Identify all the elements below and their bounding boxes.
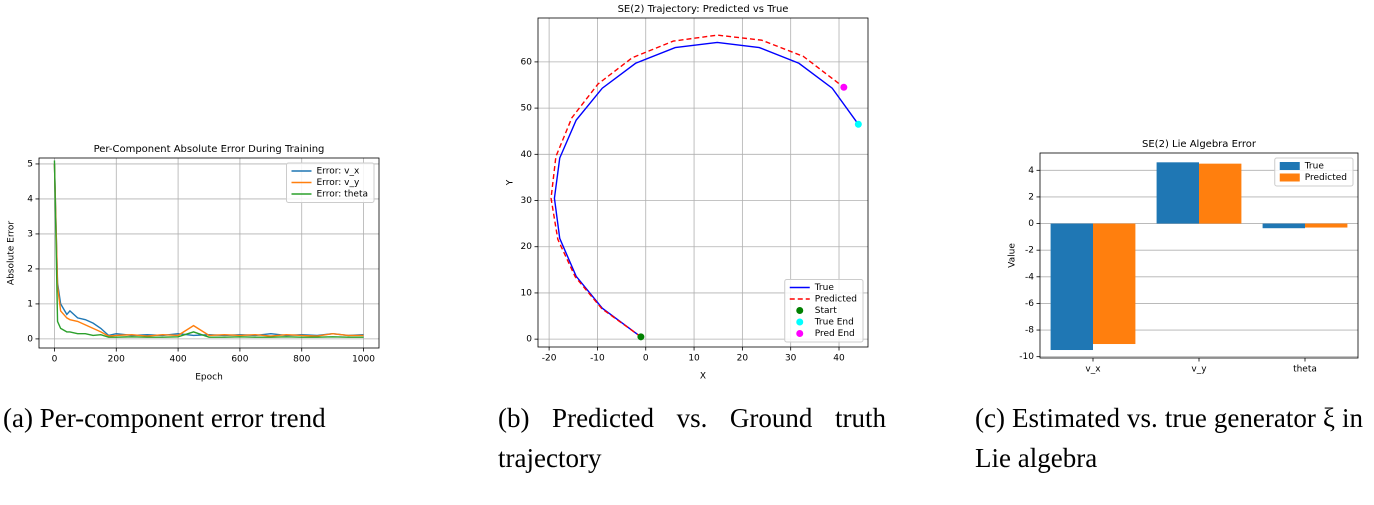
bar [1050, 223, 1093, 351]
marker [840, 83, 848, 91]
x-tick-label: theta [1293, 365, 1317, 375]
y-tick-label: 60 [521, 57, 533, 67]
axes-frame [1039, 152, 1359, 359]
y-tick-label: -2 [1025, 246, 1034, 256]
bar [1156, 162, 1199, 224]
x-tick-label: -10 [590, 354, 605, 364]
x-axis-label: Epoch [195, 373, 223, 383]
y-tick-label: 4 [27, 194, 33, 204]
legend-label: Pred End [815, 329, 855, 339]
line [553, 41, 859, 338]
marker [637, 333, 645, 341]
plot-layer [39, 158, 379, 348]
line [53, 160, 364, 338]
x-tick-label: 40 [833, 354, 845, 364]
y-tick-label: 0 [526, 335, 532, 345]
legend-box [286, 162, 375, 203]
y-tick-label: 10 [521, 288, 533, 298]
legend-label: Error: v_y [317, 178, 360, 188]
x-tick-label: v_x [1085, 365, 1101, 375]
y-tick-label: 30 [521, 196, 533, 206]
y-tick-label: 4 [1028, 166, 1034, 176]
x-tick-label: v_y [1191, 365, 1207, 375]
chart-title: Per-Component Absolute Error During Trai… [94, 144, 325, 155]
y-axis-label: Absolute Error [7, 221, 17, 285]
y-tick-label: 2 [1028, 192, 1034, 202]
plot-layer [1040, 162, 1358, 358]
x-tick-label: 800 [293, 355, 310, 365]
x-tick-label: 600 [231, 355, 248, 365]
y-tick-label: 50 [521, 104, 533, 114]
y-tick-label: 1 [27, 299, 33, 309]
legend-label: Error: v_x [317, 167, 360, 177]
legend-swatch [796, 318, 804, 326]
bar [1093, 223, 1136, 345]
y-tick-label: -4 [1025, 272, 1034, 282]
x-axis-label: X [700, 372, 706, 382]
line [53, 163, 364, 337]
caption: (b) Predicted vs. Ground truth trajector… [498, 403, 886, 473]
x-tick-label: 30 [785, 354, 797, 364]
y-tick-label: 5 [27, 159, 33, 169]
legend-label: Start [815, 306, 837, 316]
legend-label: True End [814, 318, 854, 328]
legend-label: Error: theta [317, 190, 369, 200]
caption: (c) Estimated vs. true generator ξ in Li… [975, 403, 1363, 473]
legend-label: Predicted [815, 295, 857, 305]
x-tick-label: 20 [737, 354, 749, 364]
legend-label: True [1304, 162, 1325, 172]
legend-label: Predicted [1305, 173, 1347, 183]
bar [1262, 223, 1305, 229]
legend-swatch [1279, 162, 1300, 170]
y-axis-label: Value [1008, 243, 1018, 268]
y-tick-label: -8 [1025, 326, 1034, 336]
bar [1199, 163, 1242, 224]
legend-swatch [1279, 173, 1300, 182]
y-tick-label: 0 [27, 334, 33, 344]
caption: (a) Per-component error trend [3, 403, 326, 433]
y-tick-label: 3 [27, 229, 33, 239]
x-tick-label: 400 [169, 355, 186, 365]
x-tick-label: 10 [688, 354, 700, 364]
axes-frame [38, 157, 380, 349]
x-tick-label: 1000 [352, 355, 375, 365]
y-tick-label: -6 [1025, 299, 1034, 309]
y-tick-label: 20 [521, 242, 533, 252]
y-tick-label: 0 [1028, 219, 1034, 229]
marker [854, 120, 862, 128]
chart-title: SE(2) Lie Algebra Error [1142, 139, 1257, 150]
legend-swatch [796, 307, 804, 314]
bar [1305, 223, 1348, 228]
x-tick-label: 200 [108, 355, 125, 365]
y-tick-label: 2 [27, 264, 33, 274]
y-tick-label: 40 [521, 150, 533, 160]
x-tick-label: -20 [542, 354, 557, 364]
chart-title: SE(2) Trajectory: Predicted vs True [618, 4, 789, 15]
legend-label: True [814, 283, 835, 293]
legend-box [784, 279, 864, 343]
y-tick-label: -10 [1019, 352, 1034, 362]
line [550, 34, 845, 338]
x-tick-label: 0 [643, 354, 649, 364]
legend-swatch [796, 330, 804, 337]
x-tick-label: 0 [52, 355, 58, 365]
y-axis-label: Y [506, 179, 516, 186]
axes-frame [537, 17, 869, 348]
